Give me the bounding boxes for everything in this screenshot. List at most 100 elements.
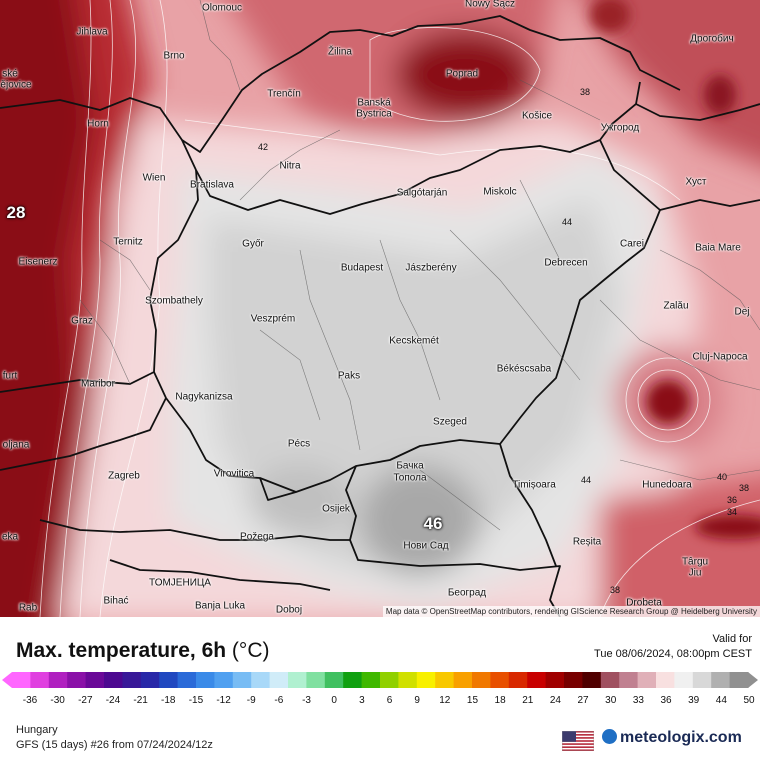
- scale-tick-label: -36: [22, 695, 38, 706]
- scale-swatch: [30, 672, 50, 688]
- city-label: Osijek: [322, 503, 350, 515]
- scale-swatch: [711, 672, 731, 688]
- scale-swatch: [85, 672, 105, 688]
- city-label: Kecskemét: [389, 335, 439, 347]
- contour-value-label: 38: [609, 585, 621, 595]
- scale-tick-label: 15: [466, 695, 479, 706]
- scale-swatch: [508, 672, 528, 688]
- city-label: Дрогобич: [690, 33, 734, 45]
- contour-value-label: 38: [738, 483, 750, 493]
- scale-swatch: [619, 672, 639, 688]
- scale-swatch: [729, 672, 749, 688]
- map-title-unit: (°C): [231, 639, 270, 662]
- city-label: Jászberény: [405, 262, 457, 274]
- city-label: Rab: [18, 602, 38, 614]
- scale-swatch: [288, 672, 307, 688]
- scale-tick-label: 24: [549, 695, 561, 706]
- contour-value-label: 38: [579, 87, 591, 97]
- city-label: Топола: [393, 472, 427, 484]
- city-label: Bystrica: [356, 108, 392, 120]
- scale-swatch: [453, 672, 473, 688]
- scale-tick-label: 30: [605, 695, 617, 706]
- scale-tick-label: 33: [632, 695, 644, 706]
- scale-swatch: [343, 672, 363, 688]
- scale-right-arrow: [748, 672, 758, 688]
- scale-swatch: [306, 672, 326, 688]
- scale-tick-label: 9: [414, 695, 420, 706]
- city-label: Хуст: [685, 176, 707, 188]
- scale-tick-label: -9: [246, 695, 256, 706]
- scale-tick-label: 21: [522, 695, 534, 706]
- city-label: Београд: [447, 587, 487, 599]
- scale-swatch: [656, 672, 675, 688]
- city-label: Banská: [357, 97, 391, 109]
- scale-tick-label: 0: [331, 695, 337, 706]
- city-label: Târgu: [681, 556, 709, 568]
- scale-left-arrow: [2, 672, 12, 688]
- scale-tick-label: -21: [133, 695, 148, 706]
- scale-tick-label: 50: [743, 695, 755, 706]
- scale-tick-label: 36: [660, 695, 672, 706]
- scale-tick-label: 6: [386, 695, 393, 706]
- scale-tick-label: -24: [105, 695, 121, 706]
- model-run[interactable]: GFS (15 days) #26 from 07/24/2024/12z: [16, 739, 213, 751]
- city-label: Bihać: [103, 595, 129, 607]
- scale-tick-label: 44: [715, 695, 727, 706]
- city-label: Maribor: [81, 378, 115, 390]
- city-label: Cluj-Napoca: [692, 351, 748, 363]
- city-label: Nitra: [279, 160, 301, 172]
- scale-swatch: [600, 672, 620, 688]
- scale-swatch: [472, 672, 491, 688]
- valid-label: Valid for: [712, 633, 752, 645]
- us-flag-icon[interactable]: [562, 731, 594, 751]
- scale-tick-label: -6: [274, 695, 284, 706]
- city-label: Bratislava: [190, 179, 234, 191]
- city-label: Virovitica: [213, 468, 255, 480]
- scale-swatch: [324, 672, 344, 688]
- city-label: Jihlava: [76, 26, 108, 38]
- city-label: Szeged: [433, 416, 467, 428]
- map-attribution[interactable]: Map data © OpenStreetMap contributors, r…: [382, 606, 760, 617]
- scale-swatch: [159, 672, 179, 688]
- temperature-map[interactable]: Olomouc Nowy Sącz Jihlava Дрогобич Žilina Brn…: [0, 0, 760, 617]
- city-label: Ternitz: [113, 236, 143, 248]
- scale-swatch: [140, 672, 160, 688]
- scale-tick-label: 12: [439, 695, 451, 706]
- valid-time[interactable]: Tue 08/06/2024, 08:00pm CEST: [594, 648, 752, 660]
- scale-swatch: [12, 672, 31, 688]
- scale-swatch: [232, 672, 252, 688]
- map-canvas: [0, 0, 760, 617]
- city-label: Požega: [240, 531, 274, 543]
- contour-value-label: 36: [726, 495, 738, 505]
- scale-swatch: [48, 672, 68, 688]
- scale-swatch: [564, 672, 583, 688]
- city-label: ějovice: [0, 79, 32, 91]
- scale-tick-label: 39: [688, 695, 700, 706]
- city-label: Békéscsaba: [496, 363, 552, 375]
- scale-swatch: [361, 672, 381, 688]
- city-label: Paks: [337, 370, 361, 382]
- legend-footer: Max. temperature, 6h (°C) Valid for Tue …: [0, 617, 760, 760]
- city-label: Carei: [620, 238, 644, 250]
- city-label: furt: [2, 370, 18, 382]
- city-label: Brno: [163, 50, 185, 62]
- brand-text: meteologix.com: [620, 729, 742, 746]
- city-label: Graz: [71, 315, 93, 327]
- scale-swatch: [196, 672, 215, 688]
- map-title-text: Max. temperature, 6h: [16, 639, 227, 662]
- scale-swatch: [251, 672, 271, 688]
- city-label: Timișoara: [512, 479, 556, 491]
- city-label: Banja Luka: [194, 600, 246, 612]
- brand-logo[interactable]: meteologix.com: [602, 729, 742, 747]
- contour-value-label: 44: [580, 475, 592, 485]
- scale-swatch: [692, 672, 712, 688]
- scale-swatch: [104, 672, 123, 688]
- city-label: Reșita: [572, 536, 602, 548]
- scale-swatch: [380, 672, 399, 688]
- city-label: Eisenerz: [18, 256, 58, 268]
- city-label: Nowy Sącz: [464, 0, 516, 10]
- scale-tick-label: 27: [577, 695, 589, 706]
- region-name: Hungary: [16, 724, 58, 736]
- extreme-value-label: 28: [6, 203, 26, 222]
- contour-value-label: 40: [716, 472, 728, 482]
